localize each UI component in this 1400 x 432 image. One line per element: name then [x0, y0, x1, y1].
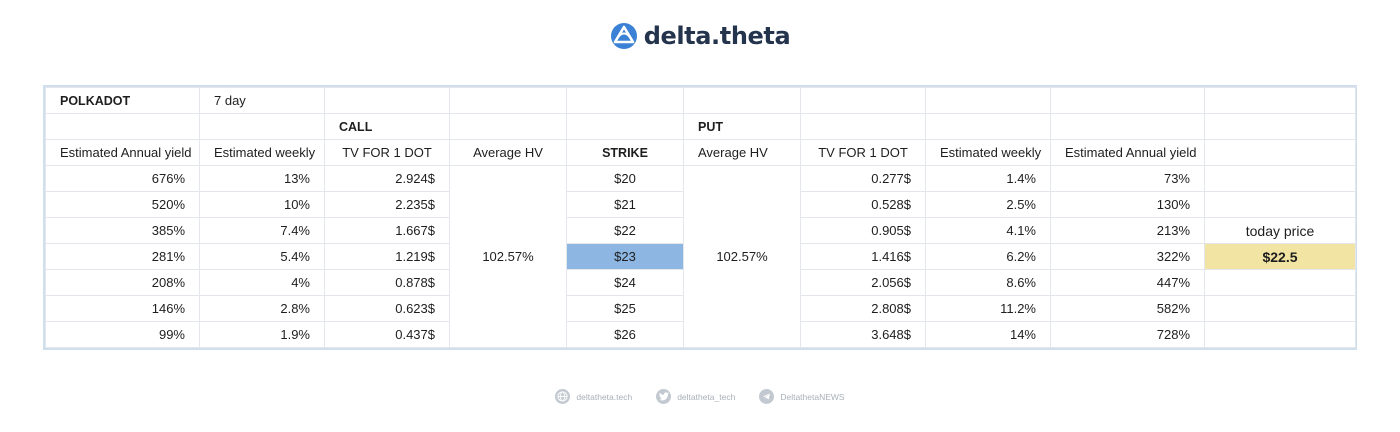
column-header-row: Estimated Annual yield Estimated weekly … — [45, 139, 1356, 166]
col-header-put-weekly: Estimated weekly — [925, 139, 1051, 166]
call-tv-cell: 1.219$ — [324, 243, 450, 270]
put-weekly-cell: 4.1% — [925, 217, 1051, 244]
strike-cell: $22 — [566, 217, 684, 244]
put-weekly-cell: 8.6% — [925, 269, 1051, 296]
put-weekly-cell: 1.4% — [925, 165, 1051, 192]
footer-website-label: deltatheta.tech — [576, 391, 633, 402]
put-annual-cell: 322% — [1050, 243, 1205, 270]
footer-twitter-label: deltatheta_tech — [677, 391, 736, 402]
strike-cell: $24 — [566, 269, 684, 296]
put-section-label: PUT — [683, 113, 801, 140]
strike-cell: $25 — [566, 295, 684, 322]
table-row: 676% 13% 2.924$ 102.57% $20 102.57% 0.27… — [45, 165, 1356, 348]
col-header-call-weekly: Estimated weekly — [199, 139, 325, 166]
call-average-hv: 102.57% — [449, 165, 567, 348]
section-row: CALL PUT — [45, 113, 1356, 140]
put-tv-cell: 0.528$ — [800, 191, 926, 218]
call-annual-cell: 99% — [45, 321, 200, 348]
put-tv-cell: 3.648$ — [800, 321, 926, 348]
brand-name: delta.theta — [643, 22, 791, 50]
today-price-label: today price — [1204, 217, 1356, 244]
strike-cell-highlighted: $23 — [566, 243, 684, 270]
table-row: 385% 7.4% 1.667$ $22 0.905$ 4.1% 213% to… — [45, 217, 1356, 244]
footer-telegram-label: DeltathetaNEWS — [780, 391, 845, 402]
put-weekly-cell: 14% — [925, 321, 1051, 348]
table-row: 520% 10% 2.235$ $21 0.528$ 2.5% 130% — [45, 191, 1356, 218]
call-weekly-cell: 1.9% — [199, 321, 325, 348]
today-price-value: $22.5 — [1204, 243, 1356, 270]
footer-twitter-link[interactable]: deltatheta_tech — [656, 389, 735, 404]
call-weekly-cell: 7.4% — [199, 217, 325, 244]
put-tv-cell: 2.808$ — [800, 295, 926, 322]
col-header-call-annual: Estimated Annual yield — [45, 139, 200, 166]
col-header-put-tv: TV FOR 1 DOT — [800, 139, 926, 166]
col-header-put-hv: Average HV — [683, 139, 801, 166]
put-annual-cell: 130% — [1050, 191, 1205, 218]
period-label: 7 day — [199, 87, 325, 114]
put-annual-cell: 447% — [1050, 269, 1205, 296]
footer-links: deltatheta.tech deltatheta_tech Deltathe… — [0, 389, 1400, 404]
put-annual-cell: 728% — [1050, 321, 1205, 348]
brand-header: delta.theta — [0, 22, 1400, 50]
telegram-icon — [759, 389, 775, 404]
put-annual-cell: 73% — [1050, 165, 1205, 192]
table-row: 208% 4% 0.878$ $24 2.056$ 8.6% 447% — [45, 269, 1356, 296]
strike-cell: $21 — [566, 191, 684, 218]
call-annual-cell: 208% — [45, 269, 200, 296]
strike-cell: $20 — [566, 165, 684, 192]
put-weekly-cell: 11.2% — [925, 295, 1051, 322]
title-row: POLKADOT 7 day — [45, 87, 1356, 114]
call-weekly-cell: 4% — [199, 269, 325, 296]
col-header-call-hv: Average HV — [449, 139, 567, 166]
call-annual-cell: 676% — [45, 165, 200, 192]
put-average-hv: 102.57% — [683, 165, 801, 348]
col-header-put-annual: Estimated Annual yield — [1050, 139, 1205, 166]
call-annual-cell: 385% — [45, 217, 200, 244]
call-annual-cell: 146% — [45, 295, 200, 322]
delta-theta-logo-icon — [610, 23, 637, 49]
table-row: 146% 2.8% 0.623$ $25 2.808$ 11.2% 582% — [45, 295, 1356, 322]
footer-website-link[interactable]: deltatheta.tech — [555, 389, 632, 404]
call-weekly-cell: 2.8% — [199, 295, 325, 322]
table-row: 281% 5.4% 1.219$ $23 1.416$ 6.2% 322% $2… — [45, 243, 1356, 270]
put-weekly-cell: 6.2% — [925, 243, 1051, 270]
put-annual-cell: 582% — [1050, 295, 1205, 322]
options-table: POLKADOT 7 day CALL PUT Estimated Annual… — [43, 85, 1357, 350]
table-row: 99% 1.9% 0.437$ $26 3.648$ 14% 728% — [45, 321, 1356, 348]
twitter-icon — [656, 389, 672, 404]
call-tv-cell: 0.623$ — [324, 295, 450, 322]
call-annual-cell: 520% — [45, 191, 200, 218]
put-weekly-cell: 2.5% — [925, 191, 1051, 218]
globe-icon — [555, 389, 571, 404]
put-tv-cell: 0.277$ — [800, 165, 926, 192]
put-annual-cell: 213% — [1050, 217, 1205, 244]
put-tv-cell: 1.416$ — [800, 243, 926, 270]
asset-name: POLKADOT — [45, 87, 200, 114]
call-tv-cell: 1.667$ — [324, 217, 450, 244]
call-weekly-cell: 13% — [199, 165, 325, 192]
col-header-call-tv: TV FOR 1 DOT — [324, 139, 450, 166]
call-tv-cell: 0.878$ — [324, 269, 450, 296]
call-tv-cell: 2.235$ — [324, 191, 450, 218]
call-weekly-cell: 10% — [199, 191, 325, 218]
put-tv-cell: 2.056$ — [800, 269, 926, 296]
call-weekly-cell: 5.4% — [199, 243, 325, 270]
footer-telegram-link[interactable]: DeltathetaNEWS — [759, 389, 845, 404]
strike-cell: $26 — [566, 321, 684, 348]
put-tv-cell: 0.905$ — [800, 217, 926, 244]
call-annual-cell: 281% — [45, 243, 200, 270]
call-tv-cell: 0.437$ — [324, 321, 450, 348]
call-section-label: CALL — [324, 113, 450, 140]
call-tv-cell: 2.924$ — [324, 165, 450, 192]
col-header-strike: STRIKE — [566, 139, 684, 166]
